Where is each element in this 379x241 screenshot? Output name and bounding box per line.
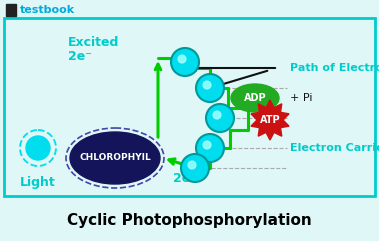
- Circle shape: [203, 141, 211, 149]
- Circle shape: [178, 55, 186, 63]
- FancyBboxPatch shape: [4, 18, 375, 196]
- Text: ADP: ADP: [244, 93, 266, 103]
- Circle shape: [213, 111, 221, 119]
- Text: 2e⁻: 2e⁻: [68, 49, 92, 62]
- Text: ATP: ATP: [260, 115, 280, 125]
- Text: 2e⁻: 2e⁻: [173, 172, 197, 185]
- Circle shape: [203, 81, 211, 89]
- Ellipse shape: [231, 84, 279, 112]
- Ellipse shape: [70, 132, 160, 184]
- Circle shape: [196, 74, 224, 102]
- Circle shape: [206, 104, 234, 132]
- Text: Path of Electrons: Path of Electrons: [290, 63, 379, 73]
- Text: CHLOROPHYIL: CHLOROPHYIL: [79, 154, 151, 162]
- Text: testbook: testbook: [20, 5, 75, 15]
- Text: Excited: Excited: [68, 35, 119, 48]
- Polygon shape: [251, 100, 289, 140]
- Circle shape: [26, 136, 50, 160]
- Bar: [6, 4, 16, 16]
- Circle shape: [188, 161, 196, 169]
- Circle shape: [181, 154, 209, 182]
- Circle shape: [196, 134, 224, 162]
- Text: Cyclic Photophosphorylation: Cyclic Photophosphorylation: [67, 213, 312, 228]
- Text: + Pi: + Pi: [290, 93, 313, 103]
- Text: Electron Carries: Electron Carries: [290, 143, 379, 153]
- Circle shape: [171, 48, 199, 76]
- Text: Light: Light: [20, 176, 56, 189]
